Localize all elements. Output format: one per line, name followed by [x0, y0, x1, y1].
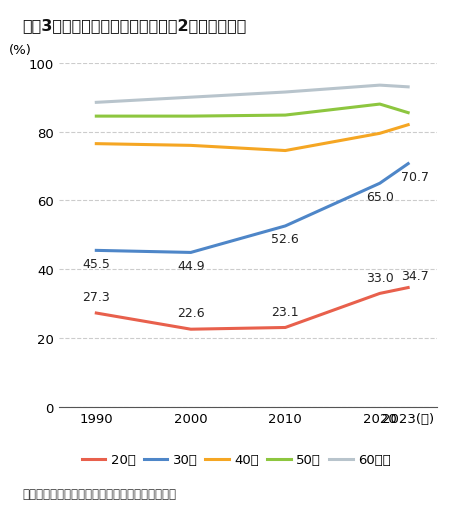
Text: 65.0: 65.0 [366, 190, 394, 203]
Text: 23.1: 23.1 [271, 305, 299, 318]
Text: 70.7: 70.7 [401, 171, 429, 184]
Text: 図表3　年齢別　家計の持ち家率（2人以上世帯）: 図表3 年齢別 家計の持ち家率（2人以上世帯） [22, 18, 247, 33]
Text: 22.6: 22.6 [177, 307, 205, 320]
Text: 27.3: 27.3 [82, 291, 110, 304]
Text: 45.5: 45.5 [82, 258, 110, 270]
Text: （資料）総務省「家計調査」、「貯蓄動向調査」: （資料）総務省「家計調査」、「貯蓄動向調査」 [22, 487, 176, 500]
Legend: 20代, 30代, 40代, 50代, 60代～: 20代, 30代, 40代, 50代, 60代～ [82, 454, 391, 466]
Text: 44.9: 44.9 [177, 260, 205, 272]
Text: 33.0: 33.0 [366, 271, 394, 284]
Y-axis label: (%): (%) [9, 44, 32, 56]
Text: 34.7: 34.7 [401, 269, 429, 282]
Text: 52.6: 52.6 [271, 233, 299, 246]
